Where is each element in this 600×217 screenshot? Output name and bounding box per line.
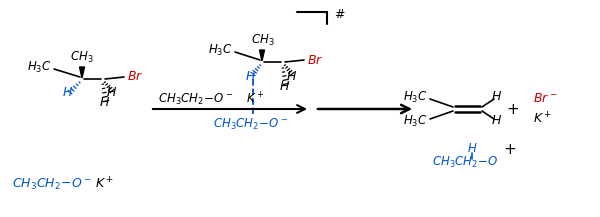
Text: $H_3C$: $H_3C$ <box>208 43 233 58</box>
Text: $H_3C$: $H_3C$ <box>28 59 52 75</box>
Text: $\#$: $\#$ <box>334 8 346 20</box>
Text: $H_3C$: $H_3C$ <box>403 89 428 105</box>
Text: $K^+$: $K^+$ <box>246 91 264 107</box>
Text: $H$: $H$ <box>280 79 290 92</box>
Text: $CH_3CH_2\!-\!O^-$: $CH_3CH_2\!-\!O^-$ <box>158 91 234 107</box>
Text: $CH_3CH_2\!-\!O^-$: $CH_3CH_2\!-\!O^-$ <box>213 117 289 132</box>
Text: $H$: $H$ <box>106 87 118 100</box>
Text: $CH_3$: $CH_3$ <box>251 33 275 48</box>
Text: $K^+$: $K^+$ <box>95 177 114 192</box>
Text: $H$: $H$ <box>491 90 503 104</box>
Polygon shape <box>260 50 265 61</box>
Text: $H_3C$: $H_3C$ <box>403 113 428 128</box>
Text: $CH_3CH_2\!-\!O^-$: $CH_3CH_2\!-\!O^-$ <box>12 177 92 192</box>
Text: $+$: $+$ <box>506 102 520 117</box>
Text: $H$: $H$ <box>245 69 257 82</box>
Text: $H$: $H$ <box>286 69 298 82</box>
Text: $H$: $H$ <box>100 97 110 110</box>
Text: $H$: $H$ <box>491 115 503 128</box>
Polygon shape <box>79 67 85 78</box>
Text: $Br$: $Br$ <box>307 54 323 66</box>
Text: $Br$: $Br$ <box>127 71 143 84</box>
Text: $Br^-$: $Br^-$ <box>533 92 557 105</box>
Text: $H$: $H$ <box>62 87 74 100</box>
Text: $CH_3CH_2\!-\!O$: $CH_3CH_2\!-\!O$ <box>432 155 499 169</box>
Text: $H$: $H$ <box>467 143 477 156</box>
Text: $K^+$: $K^+$ <box>533 111 552 127</box>
Text: $CH_3$: $CH_3$ <box>70 49 94 64</box>
Text: $+$: $+$ <box>503 141 517 156</box>
